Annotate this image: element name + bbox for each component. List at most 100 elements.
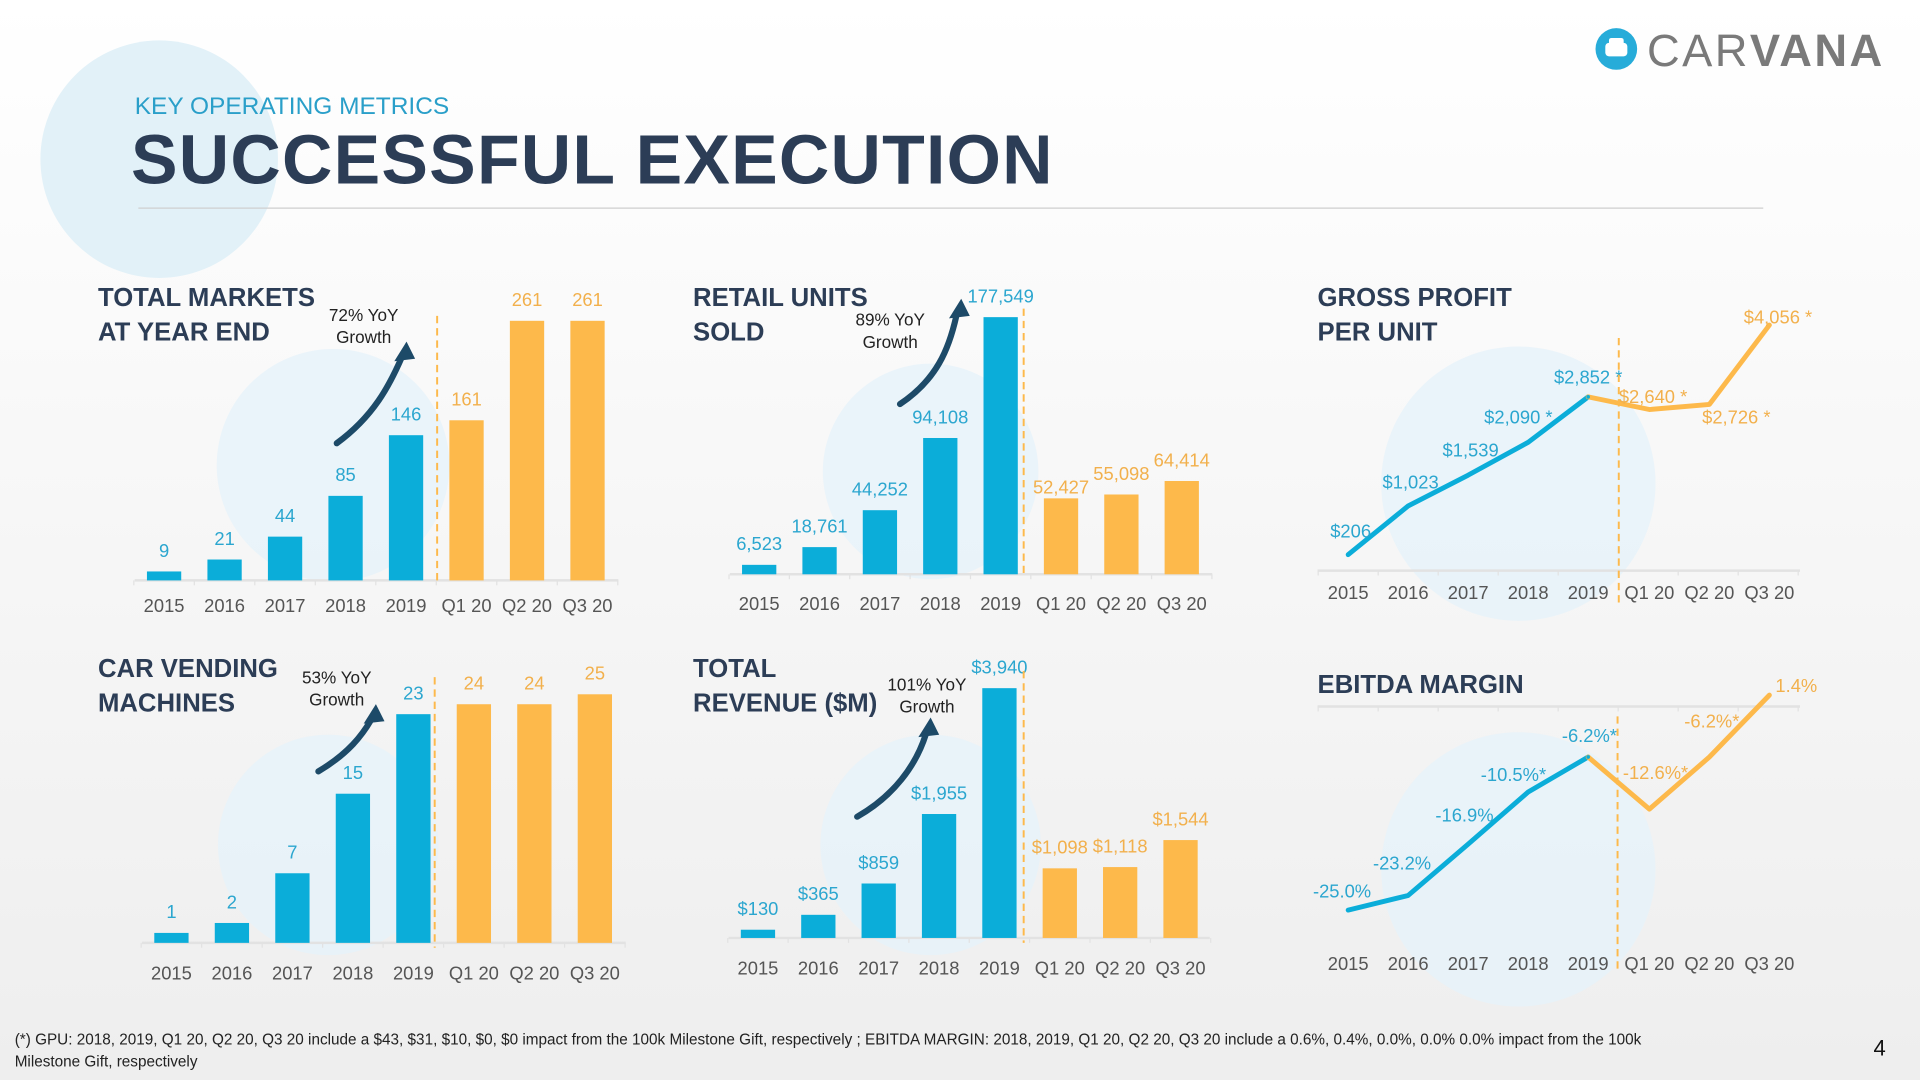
data-point [1346, 908, 1350, 912]
logo-text-bold: VANA [1750, 25, 1885, 76]
data-label: -6.2%* [1562, 725, 1617, 746]
bar [921, 814, 957, 938]
yoy-growth-label: Growth [899, 697, 954, 717]
data-point [1647, 807, 1652, 811]
data-label: $1,118 [1093, 835, 1148, 856]
data-label: $1,098 [1032, 837, 1088, 858]
yoy-growth-label: 53% YoY [302, 667, 372, 687]
data-label: 1.4% [1775, 675, 1817, 696]
bar [742, 564, 777, 575]
chart-title-line: CAR VENDING [98, 655, 278, 683]
footnote-line-1: (*) GPU: 2018, 2019, Q1 20, Q2 20, Q3 20… [15, 1031, 1642, 1048]
data-label: -12.6%* [1623, 762, 1688, 783]
chart-title-line: RETAIL UNITS [693, 284, 868, 312]
x-tick-label: Q1 20 [442, 595, 492, 616]
data-label: 261 [572, 289, 603, 310]
bar [328, 495, 363, 581]
x-tick-label: Q3 20 [1744, 582, 1794, 603]
x-tick-label: 2019 [1568, 582, 1609, 603]
data-label: 24 [464, 673, 484, 694]
data-label: $365 [798, 883, 839, 904]
bar [802, 547, 837, 575]
car-icon-body [1605, 42, 1628, 57]
data-point [1767, 693, 1772, 697]
bar [214, 922, 250, 943]
bar [983, 317, 1018, 575]
growth-arrowhead-icon [363, 704, 385, 724]
bar [267, 536, 303, 581]
bar [923, 437, 958, 575]
x-tick-label: 2015 [1328, 582, 1369, 603]
growth-arrowhead-icon [394, 341, 416, 362]
x-tick-label: 2019 [980, 593, 1021, 614]
chart-title-line: MACHINES [98, 689, 235, 717]
data-point [1707, 755, 1712, 759]
chart-background-circle [217, 734, 439, 956]
bar [207, 559, 242, 581]
growth-arrow-icon [896, 312, 960, 408]
x-tick-label: 2019 [386, 595, 427, 616]
x-tick-label: Q2 20 [502, 595, 552, 616]
data-label: 64,414 [1154, 449, 1210, 470]
yoy-growth-label: Growth [863, 332, 918, 352]
data-point [1526, 790, 1530, 794]
data-label: 44,252 [852, 479, 908, 500]
data-label: 94,108 [912, 406, 968, 427]
data-label: 261 [512, 289, 543, 310]
x-tick-label: 2017 [265, 595, 306, 616]
x-tick-label: Q2 20 [1096, 593, 1146, 614]
x-tick-label: 2019 [393, 963, 434, 984]
bar [335, 793, 371, 943]
bar [388, 435, 424, 581]
growth-arrowhead-icon [948, 298, 970, 319]
data-label: 52,427 [1033, 476, 1089, 497]
data-label: 55,098 [1093, 463, 1149, 484]
data-label: 44 [275, 505, 295, 526]
data-label: 1 [166, 901, 176, 922]
data-label: $206 [1330, 521, 1371, 542]
data-point [1406, 893, 1410, 898]
x-tick-label: 2017 [1448, 582, 1489, 603]
data-label: -23.2% [1373, 852, 1431, 873]
data-label: $2,640 * [1619, 386, 1687, 407]
chart-1: RETAIL UNITS SOLD 2015 2016 2017 2018 2019 Q1 2… [693, 284, 1213, 614]
x-tick-label: 2017 [859, 593, 900, 614]
bar [449, 420, 484, 581]
x-tick-label: Q1 20 [1036, 593, 1086, 614]
chart-title-line: EBITDA MARGIN [1318, 671, 1524, 699]
x-tick-label: Q1 20 [449, 963, 499, 984]
x-tick-label: Q1 20 [1624, 953, 1674, 974]
bar [740, 929, 776, 938]
data-label: -16.9% [1435, 805, 1493, 826]
data-point [1406, 504, 1410, 508]
data-point [1647, 407, 1652, 412]
bar [396, 714, 431, 943]
data-label: $1,539 [1443, 440, 1499, 461]
chart-title-line: SOLD [693, 318, 764, 346]
data-point [1346, 552, 1350, 557]
data-label: 18,761 [791, 515, 847, 536]
data-label: 177,549 [967, 285, 1033, 306]
chart-title-line: PER UNIT [1318, 318, 1438, 346]
logo-text: CARVANA [1647, 25, 1885, 76]
data-label: 24 [524, 673, 544, 694]
car-icon-roof [1608, 37, 1624, 46]
bar [862, 510, 898, 575]
bar [1103, 867, 1138, 938]
chart-title-line: GROSS PROFIT [1318, 284, 1513, 312]
growth-arrow-icon [333, 354, 405, 447]
data-label: 161 [451, 389, 482, 410]
bar [456, 704, 492, 943]
chart-title-line: TOTAL [693, 655, 776, 683]
x-tick-label: 2016 [798, 958, 839, 979]
x-tick-label: 2015 [738, 958, 779, 979]
x-tick-label: 2015 [151, 963, 192, 984]
x-tick-label: Q3 20 [1744, 953, 1794, 974]
chart-4: TOTAL REVENUE ($M) 2015 2016 2017 2018 2019 Q1 … [693, 655, 1212, 979]
x-tick-label: Q3 20 [1157, 593, 1207, 614]
quarterly-series-line [1585, 692, 1772, 812]
data-label: -6.2%* [1684, 710, 1739, 731]
yoy-growth-label: 101% YoY [887, 675, 967, 695]
bar [517, 704, 552, 943]
bar [1043, 498, 1079, 575]
